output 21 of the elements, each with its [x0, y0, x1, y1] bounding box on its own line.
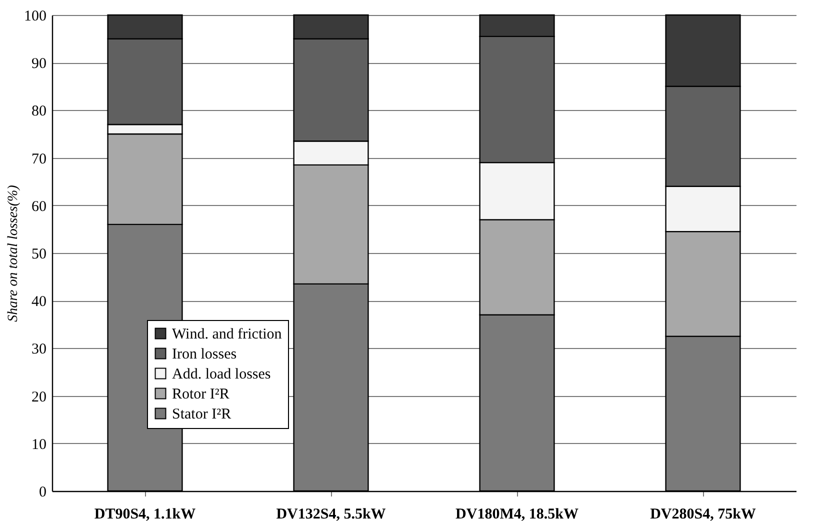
x-tick-label: DT90S4, 1.1kW [94, 506, 196, 521]
y-tick-label: 100 [24, 8, 46, 24]
legend-label: Add. load losses [172, 366, 271, 382]
y-tick-label: 10 [32, 436, 46, 453]
y-tick-label: 40 [32, 294, 46, 310]
y-tick-label: 70 [32, 151, 46, 168]
legend-label: Wind. and friction [172, 326, 282, 342]
legend-label: Stator I²R [172, 406, 232, 422]
y-axis-title: Share on total losses(%) [6, 184, 21, 322]
x-tick-label: DV180M4, 18.5kW [456, 506, 578, 521]
y-tick-label: 30 [32, 342, 46, 358]
y-tick-label: 60 [32, 198, 46, 215]
y-tick-label: 50 [32, 246, 46, 262]
y-tick-label: 20 [32, 389, 46, 406]
legend-label: Rotor I²R [172, 386, 230, 402]
x-tick-label: DV280S4, 75kW [650, 506, 756, 521]
y-tick-label: 90 [32, 56, 46, 72]
legend-label: Iron losses [172, 346, 237, 362]
y-tick-label: 0 [39, 484, 46, 500]
y-tick-label: 80 [32, 104, 46, 120]
x-tick-label: DV132S4, 5.5kW [276, 506, 386, 521]
